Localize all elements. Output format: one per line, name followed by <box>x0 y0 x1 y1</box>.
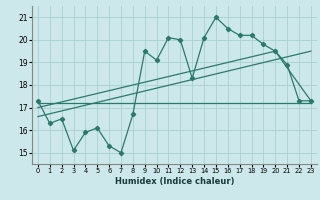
X-axis label: Humidex (Indice chaleur): Humidex (Indice chaleur) <box>115 177 234 186</box>
